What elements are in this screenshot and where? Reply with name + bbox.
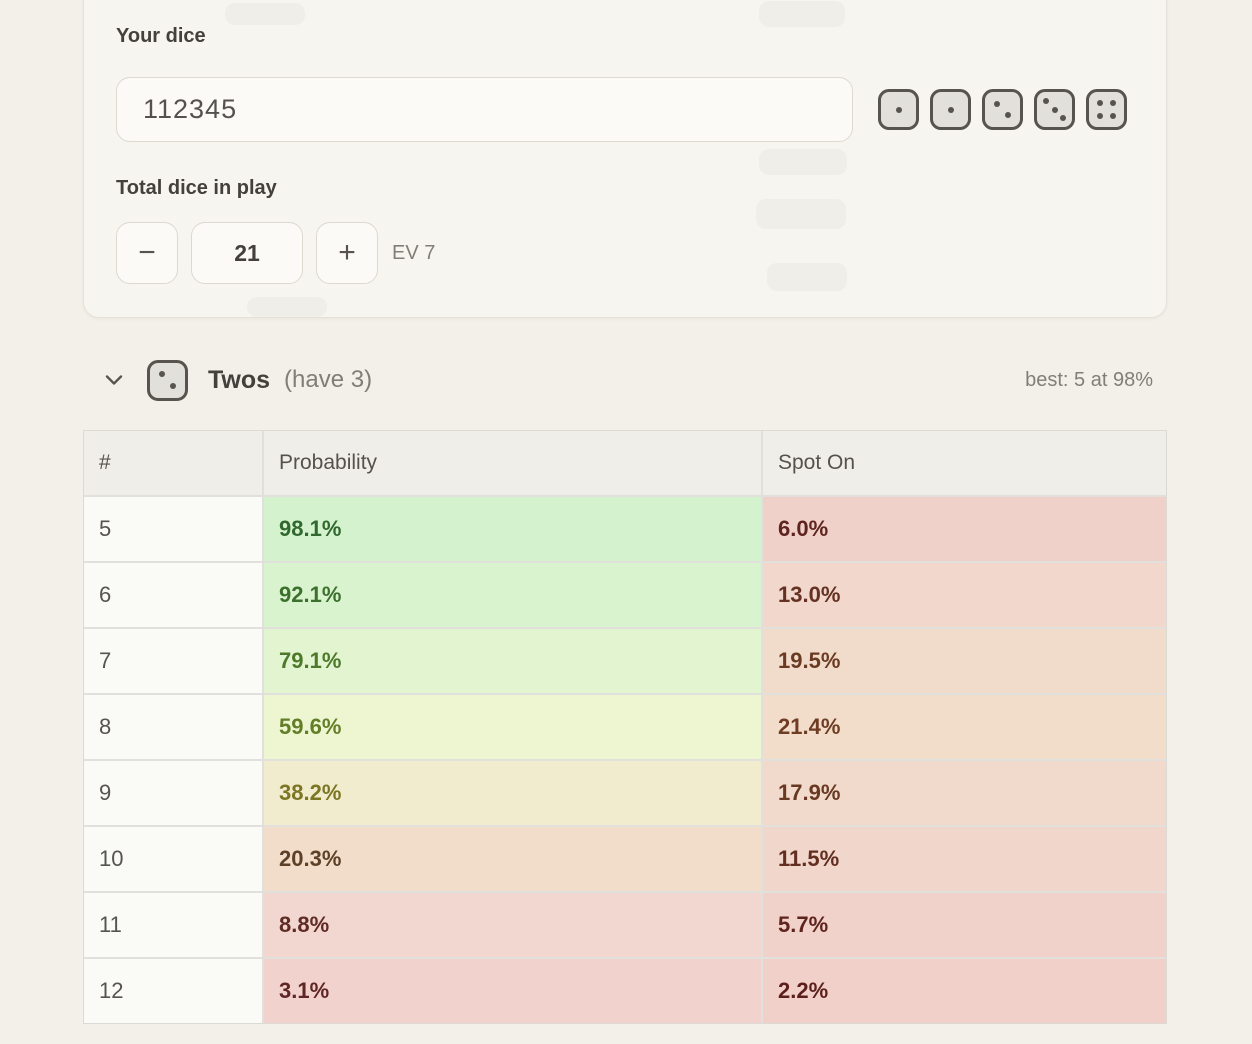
ghost-placeholder [247, 297, 327, 317]
die-face-1-icon [930, 89, 971, 130]
die-pip [1097, 100, 1104, 107]
table-cell-count: 10 [84, 827, 262, 891]
table-cell-spot-on: 17.9% [763, 761, 1166, 825]
die-pip [1109, 112, 1116, 119]
table-cell-count: 9 [84, 761, 262, 825]
table-cell-probability: 38.2% [264, 761, 761, 825]
table-cell-count: 6 [84, 563, 262, 627]
table-cell-spot-on: 21.4% [763, 695, 1166, 759]
die-pip [993, 100, 1000, 107]
table-cell-probability: 8.8% [264, 893, 761, 957]
die-face-2-icon [147, 359, 188, 401]
table-cell-spot-on: 11.5% [763, 827, 1166, 891]
die-pip [158, 371, 165, 378]
your-dice-row [116, 77, 1134, 142]
dice-settings-card: Your dice Total dice in play − 21 + EV 7 [83, 0, 1167, 318]
die-pip [1059, 114, 1066, 121]
table-cell-spot-on: 6.0% [763, 497, 1166, 561]
die-face-2-icon [982, 89, 1023, 130]
die-pip [170, 382, 177, 389]
die-face-1-icon [878, 89, 919, 130]
die-face-3-icon [1034, 89, 1075, 130]
chevron-down-icon[interactable] [99, 365, 129, 395]
column-header-count: # [84, 431, 262, 495]
your-dice-display [878, 89, 1127, 130]
die-pip [1109, 100, 1116, 107]
increment-button[interactable]: + [316, 222, 378, 284]
table-cell-spot-on: 2.2% [763, 959, 1166, 1023]
expected-value-label: EV 7 [392, 241, 436, 264]
your-dice-label: Your dice [116, 25, 206, 47]
table-cell-count: 7 [84, 629, 262, 693]
ghost-placeholder [756, 199, 846, 229]
section-title: Twos [208, 365, 271, 394]
column-header-spot-on: Spot On [763, 431, 1166, 495]
have-count-label: (have 3) [284, 366, 373, 393]
table-cell-probability: 20.3% [264, 827, 761, 891]
table-cell-count: 11 [84, 893, 262, 957]
total-dice-stepper: − 21 + EV 7 [116, 222, 1134, 284]
ghost-placeholder [767, 263, 847, 291]
table-cell-spot-on: 19.5% [763, 629, 1166, 693]
table-cell-probability: 92.1% [264, 563, 761, 627]
table-cell-probability: 79.1% [264, 629, 761, 693]
table-cell-count: 5 [84, 497, 262, 561]
best-bid-label: best: 5 at 98% [1025, 368, 1153, 391]
table-cell-count: 8 [84, 695, 262, 759]
table-cell-count: 12 [84, 959, 262, 1023]
two-die-icon [147, 359, 188, 401]
probability-table: # Probability Spot On 5 98.1% 6.0% 6 92.1% 13… [83, 430, 1167, 1024]
die-pip [947, 106, 954, 113]
ghost-placeholder [759, 1, 845, 27]
decrement-button[interactable]: − [116, 222, 178, 284]
table-cell-spot-on: 13.0% [763, 563, 1166, 627]
twos-section-header[interactable]: Twos (have 3) best: 5 at 98% [83, 356, 1167, 404]
ghost-placeholder [759, 149, 847, 175]
ghost-placeholder [225, 3, 305, 25]
table-cell-spot-on: 5.7% [763, 893, 1166, 957]
table-cell-probability: 3.1% [264, 959, 761, 1023]
total-dice-label: Total dice in play [116, 177, 277, 199]
total-dice-value[interactable]: 21 [191, 222, 303, 284]
table-cell-probability: 59.6% [264, 695, 761, 759]
die-pip [1097, 112, 1104, 119]
die-pip [1043, 98, 1050, 105]
die-pip [895, 106, 902, 113]
die-pip [1051, 106, 1058, 113]
die-pip [1005, 112, 1012, 119]
die-face-4-icon [1086, 89, 1127, 130]
your-dice-input[interactable] [116, 77, 853, 142]
column-header-probability: Probability [264, 431, 761, 495]
table-cell-probability: 98.1% [264, 497, 761, 561]
